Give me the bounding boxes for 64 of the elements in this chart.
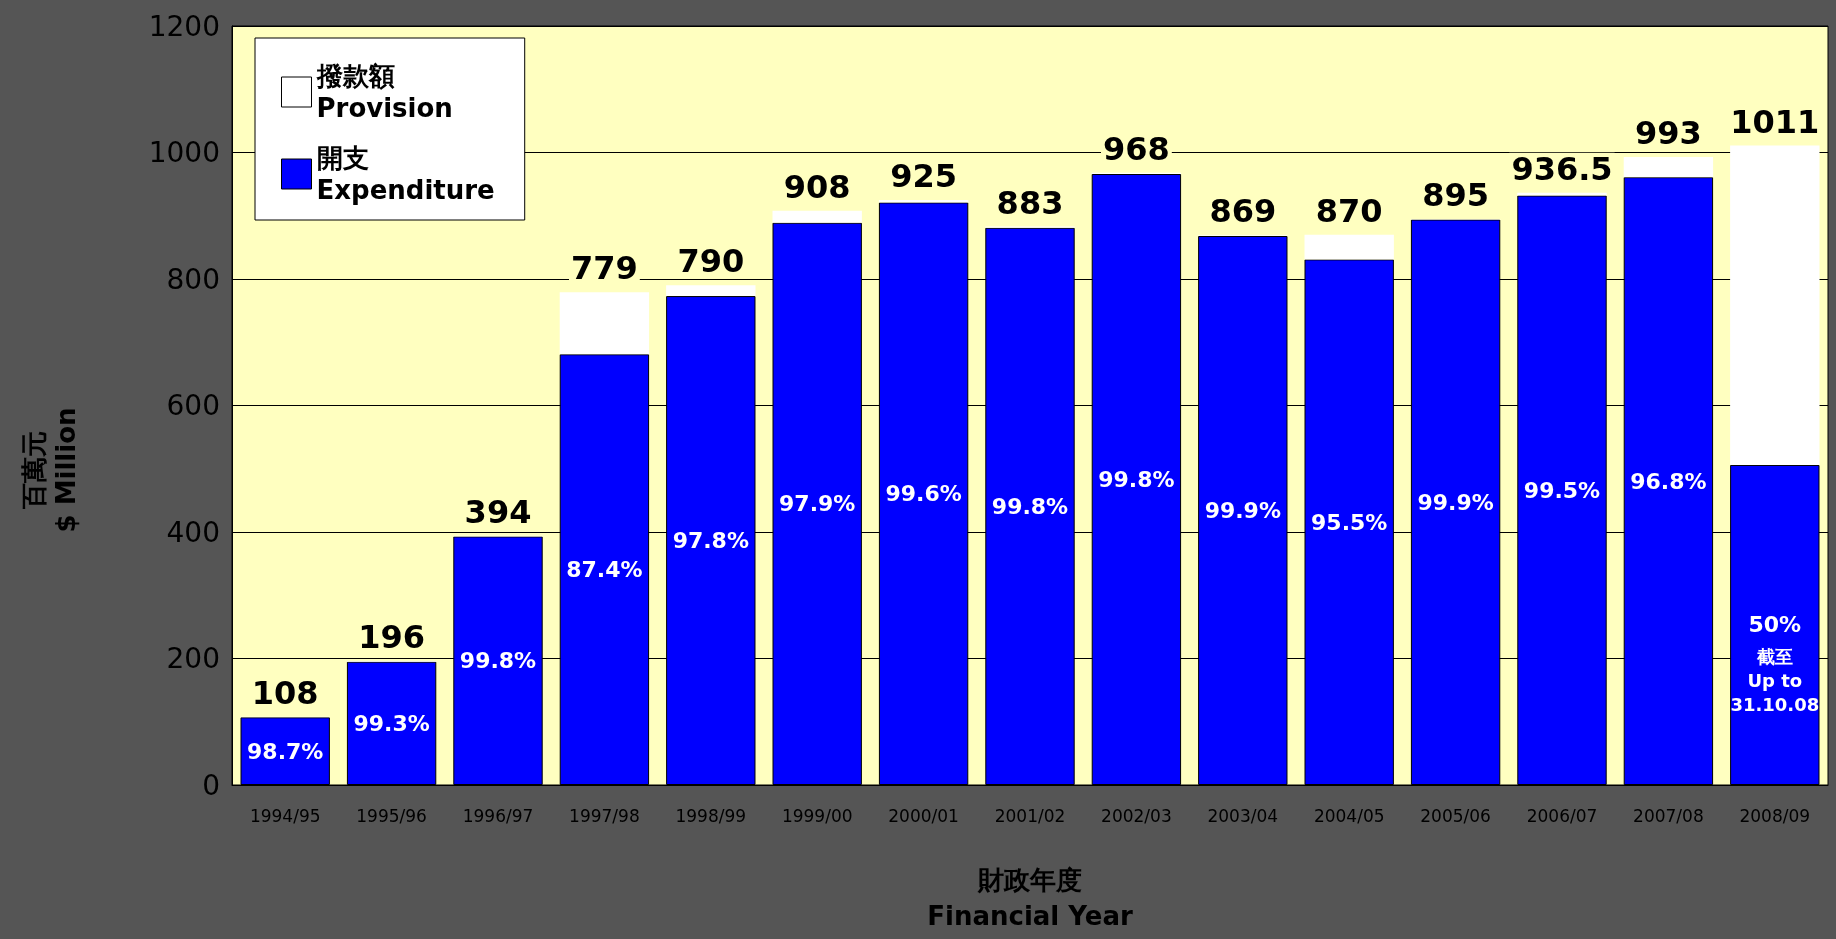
total-label: 870 [1315, 191, 1383, 230]
annotation: 截至 Up to 31.10.08 [1730, 646, 1820, 716]
x-tick-label: 2007/08 [1633, 805, 1704, 826]
annotation: 99.5% [1523, 477, 1601, 503]
bar [1730, 145, 1820, 465]
y-tick-label: 800 [166, 262, 220, 296]
total-label: 196 [358, 618, 425, 657]
x-tick-label: 2005/06 [1420, 805, 1491, 826]
y-tick-label: 1000 [148, 136, 220, 169]
total-label: 936.5 [1511, 149, 1613, 188]
annotation: 97.8% [672, 528, 749, 554]
x-tick-label: 2000/01 [888, 805, 959, 826]
total-label: 394 [464, 492, 532, 531]
annotation: 99.9% [1417, 489, 1494, 515]
y-axis-title: 百萬元 $ Million [19, 407, 81, 533]
bar [666, 285, 756, 297]
x-tick-label: 1999/00 [781, 805, 853, 826]
x-tick-label: 1994/95 [249, 805, 321, 826]
x-tick-label: 2002/03 [1101, 805, 1172, 826]
annotation: 95.5% [1311, 509, 1388, 535]
y-tick-label: 600 [166, 389, 220, 422]
bar [559, 292, 650, 355]
total-label: 968 [1103, 129, 1170, 168]
annotation: 50% [1748, 612, 1802, 638]
total-label: 925 [890, 156, 957, 195]
total-label: 895 [1422, 175, 1489, 214]
x-tick-label: 1997/98 [569, 805, 640, 826]
bar [1623, 156, 1714, 178]
total-label: 883 [996, 183, 1064, 222]
bar [1304, 234, 1394, 260]
y-tick-label: 1200 [148, 9, 220, 43]
x-tick-label: 2004/05 [1313, 805, 1385, 826]
total-label: 993 [1635, 113, 1702, 152]
x-tick-label: 2003/04 [1207, 805, 1279, 826]
bar [1517, 192, 1607, 196]
total-label: 1011 [1730, 102, 1820, 141]
annotation: 99.9% [1204, 497, 1281, 523]
x-tick-label: 1995/96 [356, 805, 427, 826]
annotation: 98.7% [247, 738, 324, 764]
x-tick-label: 2001/02 [994, 805, 1066, 826]
annotation: 87.4% [566, 557, 643, 583]
annotation: 99.8% [991, 493, 1069, 519]
bar [772, 210, 862, 223]
y-tick-label: 200 [166, 642, 220, 675]
legend-label: 撥款額 Provision [315, 61, 453, 123]
x-tick-label: 1996/97 [462, 805, 534, 826]
legend-label: 開支 Expenditure [316, 143, 495, 205]
x-axis-title: 財政年度 Financial Year [927, 865, 1133, 931]
y-tick-label: 400 [166, 515, 220, 549]
total-label: 108 [251, 673, 319, 712]
total-label: 908 [783, 167, 851, 206]
annotation: 99.8% [459, 648, 537, 674]
annotation: 99.6% [885, 481, 962, 507]
y-tick-label: 0 [202, 768, 220, 802]
annotation: 99.8% [1098, 467, 1175, 492]
x-tick-label: 1998/99 [675, 805, 747, 826]
total-label: 790 [677, 242, 745, 281]
annotation: 97.9% [779, 491, 856, 517]
x-tick-label: 2006/07 [1526, 805, 1598, 826]
x-tick-label: 2008/09 [1739, 805, 1811, 826]
total-label: 779 [571, 249, 638, 288]
total-label: 869 [1209, 192, 1277, 231]
annotation: 99.3% [353, 710, 430, 736]
annotation: 96.8% [1630, 468, 1707, 494]
